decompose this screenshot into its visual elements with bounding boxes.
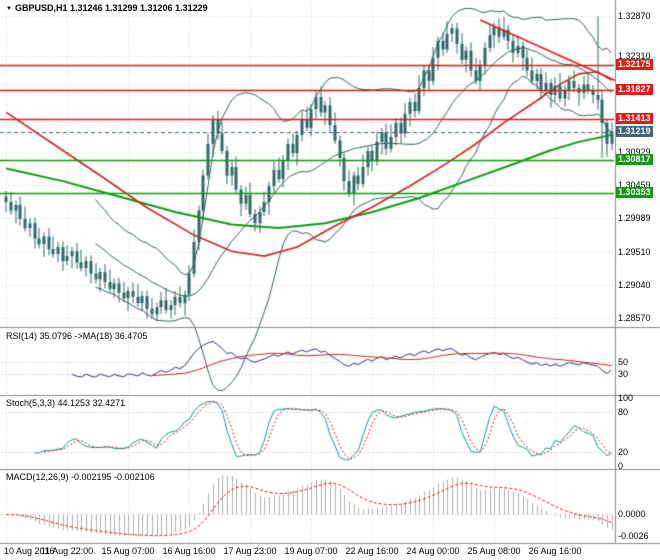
chart-title-text: GBPUSD,H1 1.31246 1.31299 1.31206 1.3122… bbox=[14, 3, 208, 13]
chart-title: ▼ GBPUSD,H1 1.31246 1.31299 1.31206 1.312… bbox=[6, 3, 208, 13]
rsi-indicator-label: RSI(14) 35.0796 ->MA(18) 36.4705 bbox=[6, 331, 148, 341]
macd-indicator-label: MACD(12,26,9) -0.002195 -0.002106 bbox=[6, 472, 155, 482]
stoch-indicator-label: Stoch(5,3,3) 44.1253 32.4271 bbox=[6, 398, 126, 408]
symbol-marker-icon: ▼ bbox=[6, 6, 12, 12]
